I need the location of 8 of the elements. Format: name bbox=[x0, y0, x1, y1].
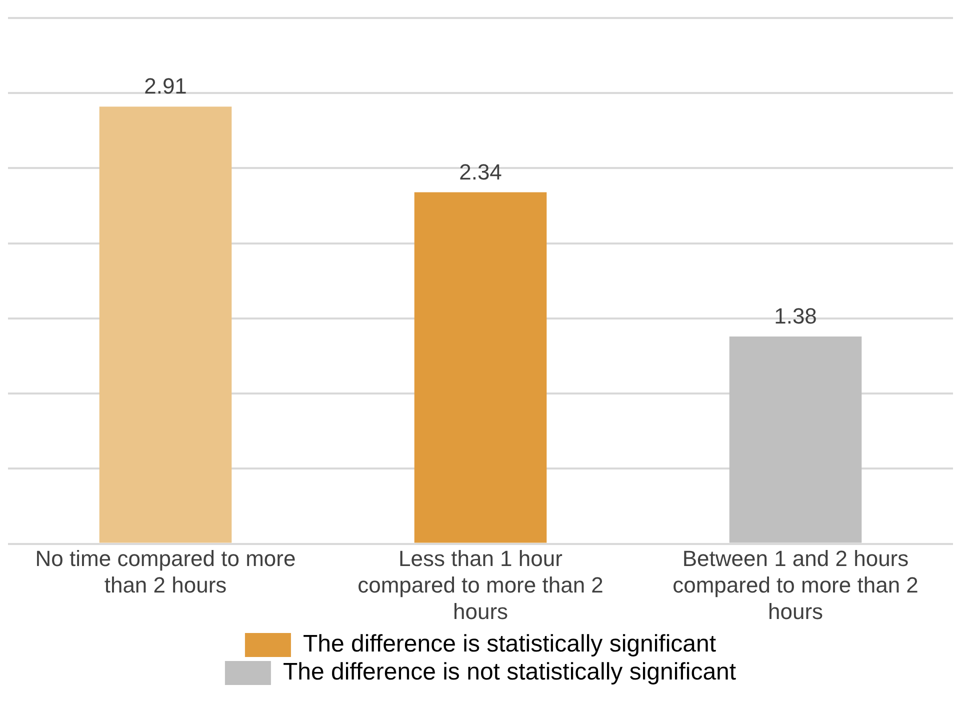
legend-label: The difference is statistically significant bbox=[302, 630, 716, 658]
data-label: 1.38 bbox=[774, 304, 817, 329]
x-tick-label: Between 1 and 2 hours compared to more than 2 hours bbox=[672, 546, 918, 624]
data-label: 2.34 bbox=[459, 159, 502, 184]
x-tick-label: No time compared to more than 2 hours bbox=[35, 546, 296, 598]
legend-label: The difference is not statistically significant bbox=[282, 658, 736, 686]
x-tick-label: Less than 1 hour compared to more than 2 hours bbox=[358, 546, 604, 624]
data-label: 2.91 bbox=[144, 74, 187, 99]
